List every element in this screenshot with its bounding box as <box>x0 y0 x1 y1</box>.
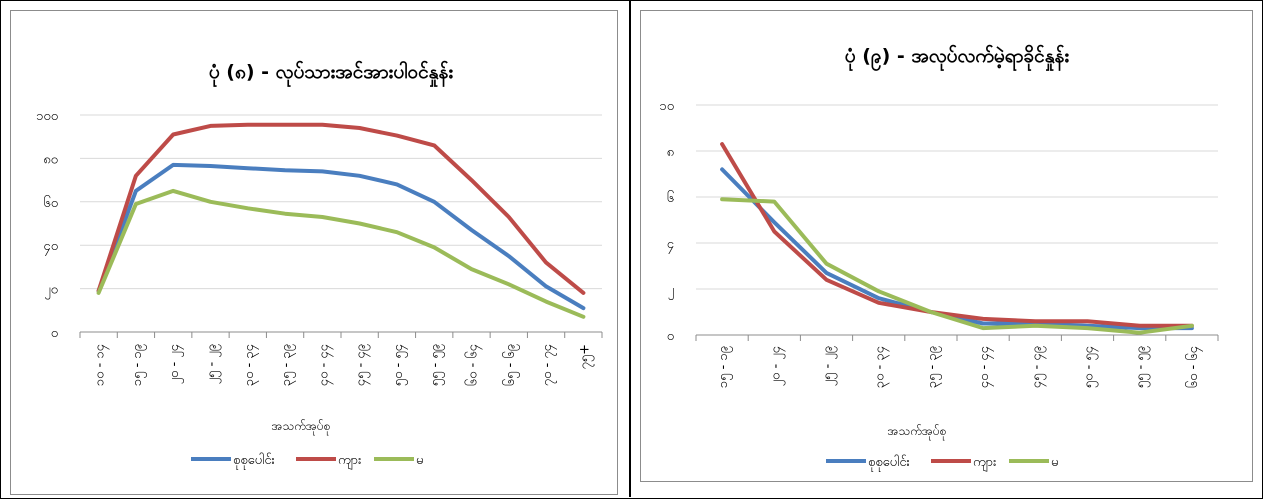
legend-label: မ <box>416 453 423 468</box>
x-tick-label: ၂၀ - ၂၄ <box>768 345 785 386</box>
x-tick-label: ၇၀ - ၇၄ <box>540 343 557 386</box>
legend-label: မ <box>1051 455 1058 470</box>
legend-item: ကျား <box>931 455 996 472</box>
x-tick-label: ၂၅ - ၂၉ <box>205 344 222 384</box>
chart-title: ပုံ (၉) - အလုပ်လက်မဲ့ရာခိုင်နှုန်း <box>845 43 1070 72</box>
legend-item: စုစုပေါင်း <box>191 452 275 470</box>
x-tick-label: ၂၀ - ၂၄ <box>167 343 184 384</box>
series-line <box>96 162 586 311</box>
y-tick-label: ၂၀ <box>44 283 58 300</box>
x-tick-label: ၅၅ - ၅၉ <box>428 344 445 386</box>
x-tick-label: ၃၅ - ၃၉ <box>925 346 942 388</box>
legend-label: ကျား <box>338 453 361 470</box>
x-axis-label: အသက်အုပ်စု <box>888 423 947 441</box>
x-tick-label: ၆၀ - ၆၄ <box>1185 345 1203 388</box>
legend-label: စုစုပေါင်း <box>868 454 910 472</box>
y-tick-label: ၆ <box>667 190 674 206</box>
x-tick-label: ၄၅ - ၄၉ <box>1029 346 1046 388</box>
series-line <box>720 197 1194 335</box>
x-tick-label: ၅၀ - ၅၄ <box>391 343 408 386</box>
x-tick-label: ၄၀ - ၄၄ <box>977 345 994 388</box>
x-tick-label: ၃၀ - ၃၄ <box>242 343 259 386</box>
x-tick-label: ၂၅ - ၂၉ <box>821 346 838 386</box>
y-tick-label: ၈၀ <box>43 152 58 167</box>
series-line <box>96 188 586 319</box>
x-tick-label: ၆၀ - ၆၄ <box>465 343 483 386</box>
x-tick-label: ၁၅ - ၁၉ <box>130 344 147 386</box>
x-tick-label: ၃၀ - ၃၄ <box>873 345 890 388</box>
y-tick-label: ၀ <box>667 329 674 344</box>
series-line <box>720 142 1194 328</box>
legend-item: စုစုပေါင်း <box>826 454 910 472</box>
chart-area-border <box>640 10 1253 482</box>
x-tick-label: ၇၅+ <box>577 344 594 370</box>
chart-unemployment: ပုံ (၉) - အလုပ်လက်မဲ့ရာခိုင်နှုန်း၀၂၄၆၈၁… <box>659 43 1219 472</box>
y-tick-label: ၄ <box>667 237 675 254</box>
x-tick-label: ၆၅ - ၆၉ <box>502 344 520 386</box>
y-tick-label: ၁၀၀ <box>36 109 58 124</box>
x-tick-label: ၅၀ - ၅၄ <box>1082 345 1099 388</box>
legend-label: စုစုပေါင်း <box>233 452 275 470</box>
series-line <box>720 167 1194 331</box>
y-tick-label: ၂ <box>668 283 674 300</box>
legend-label: ကျား <box>973 455 996 472</box>
chart-panel-labor-participation: ပုံ (၈) - လုပ်သားအင်အားပါဝင်နှုန်း၀၂၀ ၄၀၆… <box>10 10 618 495</box>
x-tick-label: ၄၅ - ၄၉ <box>354 344 371 386</box>
chart-labor-participation: ပုံ (၈) - လုပ်သားအင်အားပါဝင်နှုန်း၀၂၀၄၀၆… <box>36 59 603 470</box>
panel-divider <box>629 0 631 497</box>
legend-item: မ <box>1009 455 1058 470</box>
x-tick-label: ၄၀ - ၄၄ <box>316 343 333 386</box>
x-tick-label: ၁၅ - ၁၉ <box>716 346 733 388</box>
x-axis-label: အသက်အုပ်စု <box>272 418 331 436</box>
chart-title: ပုံ (၈) - လုပ်သားအင်အားပါဝင်နှုန်း <box>209 59 453 88</box>
series-line <box>96 122 586 295</box>
x-tick-label: ၃၅ - ၃၉ <box>279 344 296 386</box>
legend-item: မ <box>374 453 423 468</box>
x-tick-label: ၅၅ - ၅၉ <box>1134 346 1151 388</box>
chart-panel-unemployment: ပုံ (၉) - အလုပ်လက်မဲ့ရာခိုင်နှုန်း၀၂၄၆၈၁… <box>640 10 1253 482</box>
y-tick-label: ၁၀ <box>659 99 674 114</box>
y-tick-label: ၆၀ <box>43 195 58 211</box>
legend-item: ကျား <box>296 453 361 470</box>
y-tick-label: ၄၀ <box>43 239 58 256</box>
y-tick-label: ၈ <box>667 145 674 160</box>
x-tick-label: ၁၀ - ၁၄ <box>93 343 110 386</box>
y-tick-label: ၀ <box>51 326 58 341</box>
